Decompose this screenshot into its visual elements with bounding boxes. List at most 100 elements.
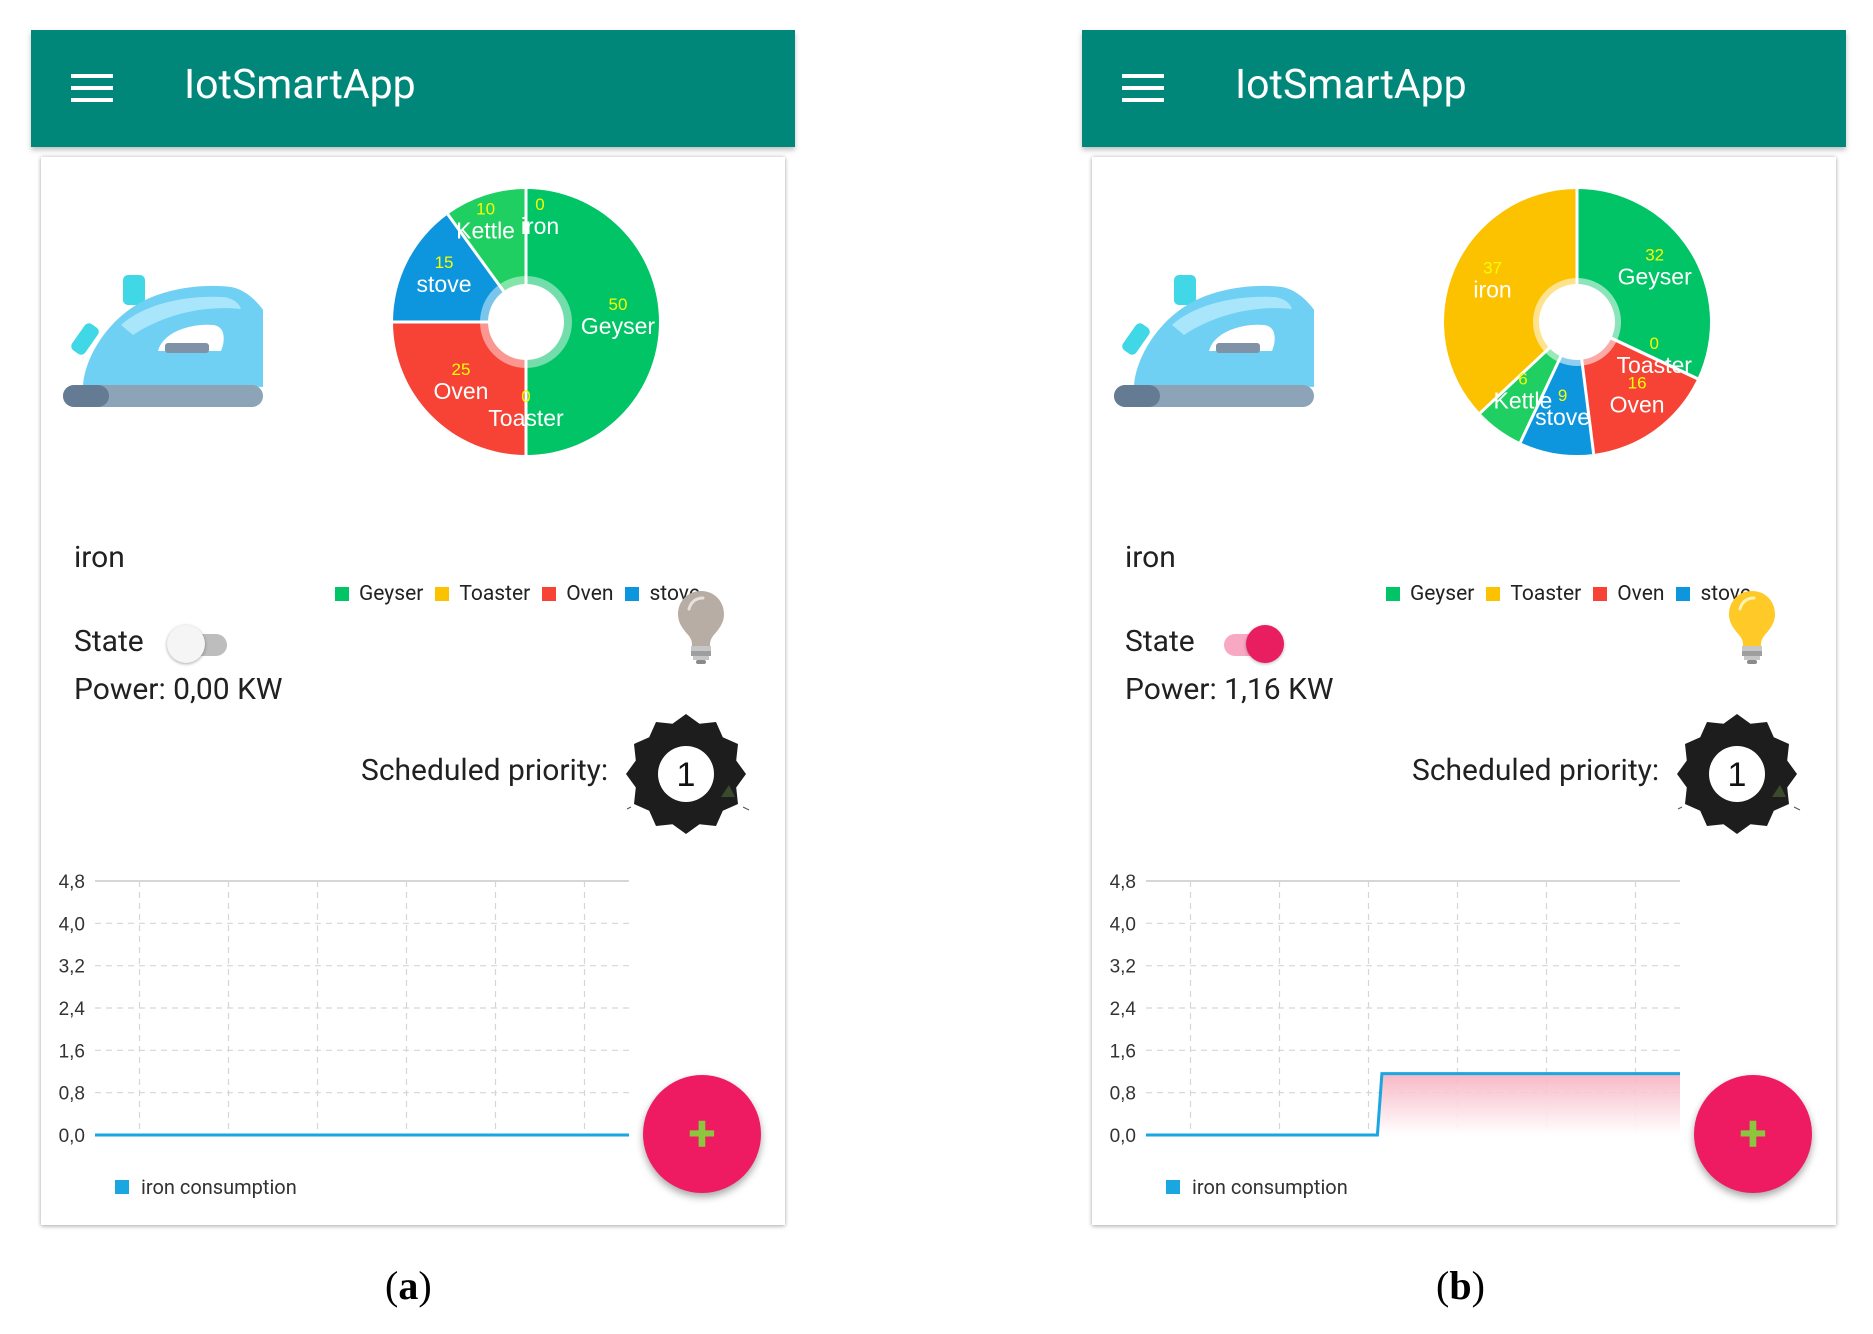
y-tick-label: 1,6 (1110, 1041, 1136, 1062)
app-bar: IotSmartApp (31, 30, 795, 147)
pie-value-oven: 16 (1628, 373, 1647, 392)
priority-badge[interactable]: 1 (1676, 709, 1806, 839)
priority-badge[interactable]: 1 (625, 709, 755, 839)
panel-a: IotSmartApp 50 Geyser 0 Toaster 25 Oven 15 stov… (31, 30, 795, 1230)
pie-label-geyser: Geyser (1618, 264, 1692, 290)
pie-slice-iron (1444, 189, 1577, 414)
pie-value-stove: 15 (435, 253, 454, 272)
light-bulb-icon (678, 591, 724, 664)
legend-swatch (542, 587, 557, 601)
state-toggle[interactable] (167, 624, 233, 664)
y-tick-label: 2,4 (1110, 999, 1137, 1020)
pie-value-toaster: 0 (521, 387, 530, 406)
legend-item-geyser: Geyser (335, 582, 423, 606)
light-bulb-icon (1729, 591, 1775, 664)
add-button[interactable]: + (643, 1075, 761, 1193)
legend-label: Oven (1617, 582, 1665, 606)
state-label: State (1125, 624, 1195, 659)
pie-value-geyser: 32 (1645, 246, 1664, 265)
y-tick-label: 4,8 (59, 872, 85, 893)
device-card: 50 Geyser 0 Toaster 25 Oven 15 stove 10 Kettle 0 ir… (41, 157, 785, 1225)
legend-item-oven: Oven (542, 582, 613, 606)
pie-label-iron: iron (1473, 276, 1511, 302)
pie-value-stove: 9 (1558, 386, 1567, 405)
legend-label: Geyser (359, 582, 424, 606)
y-tick-label: 3,2 (59, 957, 85, 978)
pie-value-iron: 37 (1483, 258, 1502, 277)
iron-appliance-icon (63, 275, 263, 407)
scheduled-priority-label: Scheduled priority: (1412, 753, 1660, 788)
pie-center-hole (1539, 284, 1615, 360)
pie-label-toaster: Toaster (488, 405, 564, 431)
scheduled-priority-label: Scheduled priority: (361, 753, 609, 788)
state-toggle[interactable] (1218, 624, 1284, 664)
legend-item-toaster: Toaster (435, 582, 530, 606)
add-button[interactable]: + (1694, 1075, 1812, 1193)
pie-value-toaster: 0 (1650, 334, 1659, 353)
series-name: iron consumption (141, 1175, 297, 1199)
legend-label: Toaster (1510, 582, 1582, 606)
legend-swatch (625, 587, 640, 601)
y-tick-label: 0,8 (59, 1084, 85, 1105)
legend-swatch (1593, 587, 1608, 601)
legend-swatch (435, 587, 450, 601)
pie-legend: Geyser Toaster Oven stove (335, 582, 700, 606)
pie-value-iron: 0 (535, 195, 544, 214)
caption-a: (a) (385, 1263, 432, 1308)
y-tick-label: 2,4 (59, 999, 86, 1020)
legend-swatch (335, 587, 349, 601)
priority-value: 1 (677, 756, 696, 794)
legend-item-geyser: Geyser (1386, 582, 1474, 606)
hamburger-menu-icon[interactable] (1122, 74, 1164, 104)
device-name: iron (1125, 540, 1176, 575)
y-tick-label: 3,2 (1110, 957, 1136, 978)
plus-icon: + (1739, 1105, 1767, 1163)
pie-label-stove: stove (417, 271, 472, 297)
pie-slice-oven (1577, 322, 1698, 454)
legend-swatch (1386, 587, 1400, 601)
line-chart-legend: iron consumption (115, 1175, 297, 1199)
legend-swatch (1486, 587, 1501, 601)
pie-label-geyser: Geyser (581, 313, 655, 339)
y-tick-label: 4,8 (1110, 872, 1136, 893)
pie-label-oven: Oven (1610, 391, 1665, 417)
state-label: State (74, 624, 144, 659)
device-card: 32 Geyser 0 Toaster 16 Oven 9 stove 6 Kettle 37 iro… (1092, 157, 1836, 1225)
pie-value-kettle: 6 (1518, 369, 1527, 388)
pie-label-oven: Oven (433, 378, 488, 404)
toggle-thumb (167, 625, 205, 663)
line-chart-legend: iron consumption (1166, 1175, 1348, 1199)
pie-label-iron: iron (521, 213, 559, 239)
series-name: iron consumption (1192, 1175, 1348, 1199)
pie-value-oven: 25 (451, 360, 470, 379)
consumption-line-chart: 4,8 4,0 3,2 2,4 1,6 0,8 0,0 (59, 872, 629, 1147)
y-tick-label: 1,6 (59, 1041, 85, 1062)
app-bar: IotSmartApp (1082, 30, 1846, 147)
pie-slice-stove (393, 214, 526, 322)
pie-center-hole (488, 284, 564, 360)
pie-slice-oven (393, 322, 526, 455)
legend-item-toaster: Toaster (1486, 582, 1581, 606)
consumption-area (1146, 1073, 1680, 1135)
pie-value-geyser: 50 (609, 295, 628, 314)
legend-label: Oven (566, 582, 614, 606)
app-title: IotSmartApp (1235, 61, 1467, 109)
pie-label-stove: stove (1535, 404, 1590, 430)
consumption-line-chart: 4,8 4,0 3,2 2,4 1,6 0,8 0,0 (1110, 872, 1680, 1147)
pie-value-kettle: 10 (476, 200, 495, 219)
caption-b: (b) (1436, 1263, 1485, 1308)
power-readout: Power: 1,16 KW (1125, 672, 1334, 707)
legend-swatch (1676, 587, 1691, 601)
y-tick-label: 0,8 (1110, 1084, 1136, 1105)
y-tick-label: 0,0 (59, 1126, 85, 1147)
y-tick-label: 0,0 (1110, 1126, 1136, 1147)
app-title: IotSmartApp (184, 61, 416, 109)
pie-slice-geyser (526, 189, 659, 455)
pie-label-kettle: Kettle (456, 218, 515, 244)
y-tick-label: 4,0 (59, 914, 85, 935)
consumption-line (1146, 1072, 1680, 1137)
legend-label: Toaster (459, 582, 531, 606)
hamburger-menu-icon[interactable] (71, 74, 113, 104)
legend-item-oven: Oven (1593, 582, 1664, 606)
